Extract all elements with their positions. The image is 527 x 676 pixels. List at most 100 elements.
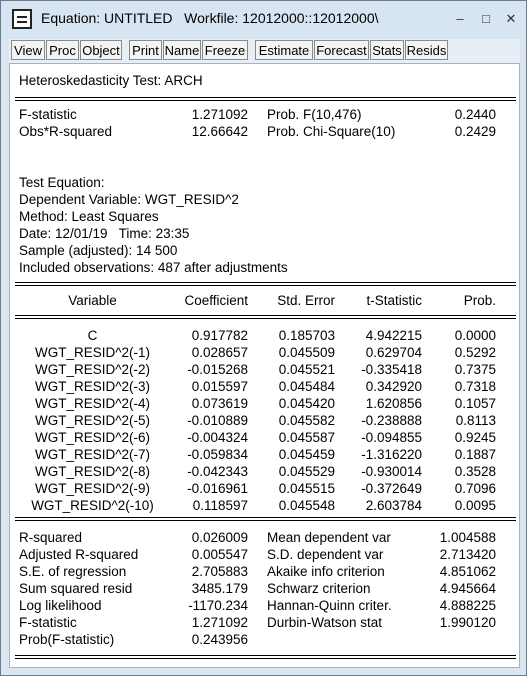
obs-r-squared-label: Obs*R-squared [19, 124, 113, 139]
cell-prob: 0.3528 [454, 464, 496, 479]
cell-t-statistic: 4.942215 [365, 328, 422, 343]
prob-chi-label: Prob. Chi-Square(10) [267, 124, 396, 139]
view-button[interactable]: View [11, 40, 45, 60]
cell-std-error: 0.045509 [278, 345, 335, 360]
cell-coefficient: -0.010889 [187, 413, 248, 428]
cell-std-error: 0.045420 [278, 396, 335, 411]
divider [15, 655, 516, 656]
cell-prob: 0.7318 [454, 379, 496, 394]
cell-t-statistic: 2.603784 [365, 498, 422, 513]
cell-std-error: 0.045582 [278, 413, 335, 428]
col-header-t-statistic: t-Statistic [366, 293, 422, 308]
cell-t-statistic: 1.620856 [365, 396, 422, 411]
summary-label: Prob(F-statistic) [19, 632, 115, 647]
cell-variable: WGT_RESID^2(-9) [34, 481, 151, 496]
cell-prob: 0.0095 [454, 498, 496, 513]
output-area[interactable]: Heteroskedasticity Test: ARCH F-statisti… [9, 63, 520, 668]
maximize-icon[interactable]: □ [482, 11, 490, 26]
cell-t-statistic: -1.316220 [361, 447, 422, 462]
summary-label: Durbin-Watson stat [267, 615, 383, 630]
summary-value: 2.713420 [439, 547, 496, 562]
cell-t-statistic: -0.335418 [361, 362, 422, 377]
equation-app-icon[interactable] [12, 9, 32, 29]
cell-variable: WGT_RESID^2(-7) [34, 447, 151, 462]
cell-coefficient: 0.015597 [191, 379, 248, 394]
col-header-prob: Prob. [463, 293, 496, 308]
prob-f-value: 0.2440 [454, 107, 496, 122]
summary-value: 0.243956 [191, 632, 248, 647]
cell-coefficient: 0.028657 [191, 345, 248, 360]
resids-button[interactable]: Resids [405, 40, 448, 60]
cell-std-error: 0.045587 [278, 430, 335, 445]
test-title: Heteroskedasticity Test: ARCH [19, 73, 203, 88]
divider [15, 315, 516, 316]
cell-std-error: 0.045548 [278, 498, 335, 513]
cell-coefficient: -0.042343 [187, 464, 248, 479]
summary-label: Akaike info criterion [267, 564, 385, 579]
divider [15, 517, 516, 518]
divider [15, 520, 516, 521]
cell-std-error: 0.045459 [278, 447, 335, 462]
cell-coefficient: 0.073619 [191, 396, 248, 411]
cell-variable: WGT_RESID^2(-4) [34, 396, 151, 411]
info-line: Included observations: 487 after adjustm… [19, 260, 288, 275]
cell-coefficient: -0.059834 [187, 447, 248, 462]
cell-prob: 0.7096 [454, 481, 496, 496]
proc-button[interactable]: Proc [46, 40, 79, 60]
cell-variable: WGT_RESID^2(-6) [34, 430, 151, 445]
summary-label: Schwarz criterion [267, 581, 371, 596]
cell-t-statistic: 0.629704 [365, 345, 422, 360]
summary-label: Mean dependent var [267, 530, 391, 545]
title-bar[interactable]: Equation: UNTITLED Workfile: 12012000::1… [1, 1, 526, 39]
cell-variable: WGT_RESID^2(-2) [34, 362, 151, 377]
cell-coefficient: 0.917782 [191, 328, 248, 343]
summary-value: 4.851062 [439, 564, 496, 579]
freeze-button[interactable]: Freeze [202, 40, 248, 60]
cell-std-error: 0.045521 [278, 362, 335, 377]
divider [15, 97, 516, 98]
summary-value: 0.005547 [191, 547, 248, 562]
divider [15, 318, 516, 319]
cell-prob: 0.9245 [454, 430, 496, 445]
cell-variable: WGT_RESID^2(-8) [34, 464, 151, 479]
summary-value: 3485.179 [191, 581, 248, 596]
summary-value: 0.026009 [191, 530, 248, 545]
cell-variable: WGT_RESID^2(-5) [34, 413, 151, 428]
summary-value: 4.888225 [439, 598, 496, 613]
estimate-button[interactable]: Estimate [255, 40, 313, 60]
cell-coefficient: -0.016961 [187, 481, 248, 496]
toolbar: View Proc Object Print Name Freeze Estim… [9, 39, 520, 63]
cell-prob: 0.1057 [454, 396, 496, 411]
col-header-variable: Variable [68, 293, 117, 308]
obs-r-squared-value: 12.66642 [191, 124, 248, 139]
close-icon[interactable]: ✕ [505, 11, 517, 26]
prob-f-label: Prob. F(10,476) [267, 107, 362, 122]
summary-value: 1.990120 [439, 615, 496, 630]
summary-label: Adjusted R-squared [19, 547, 139, 562]
cell-t-statistic: -0.930014 [361, 464, 422, 479]
f-statistic-label: F-statistic [19, 107, 77, 122]
info-line: Dependent Variable: WGT_RESID^2 [19, 192, 239, 207]
cell-t-statistic: 0.342920 [365, 379, 422, 394]
cell-prob: 0.1887 [454, 447, 496, 462]
col-header-coefficient: Coefficient [184, 293, 248, 308]
cell-prob: 0.0000 [454, 328, 496, 343]
cell-variable: WGT_RESID^2(-10) [31, 498, 154, 513]
summary-value: 4.945664 [439, 581, 496, 596]
info-line: Method: Least Squares [19, 209, 159, 224]
summary-value: -1170.234 [188, 598, 248, 613]
cell-std-error: 0.045529 [278, 464, 335, 479]
print-button[interactable]: Print [129, 40, 162, 60]
cell-t-statistic: -0.372649 [361, 481, 422, 496]
stats-button[interactable]: Stats [370, 40, 404, 60]
summary-value: 1.271092 [191, 615, 248, 630]
col-header-std-error: Std. Error [277, 293, 335, 308]
minimize-icon[interactable]: – [456, 11, 464, 26]
cell-variable: WGT_RESID^2(-1) [34, 345, 151, 360]
name-button[interactable]: Name [163, 40, 201, 60]
divider [15, 658, 516, 659]
prob-chi-value: 0.2429 [454, 124, 496, 139]
forecast-button[interactable]: Forecast [314, 40, 369, 60]
object-button[interactable]: Object [80, 40, 122, 60]
summary-label: S.E. of regression [19, 564, 127, 579]
